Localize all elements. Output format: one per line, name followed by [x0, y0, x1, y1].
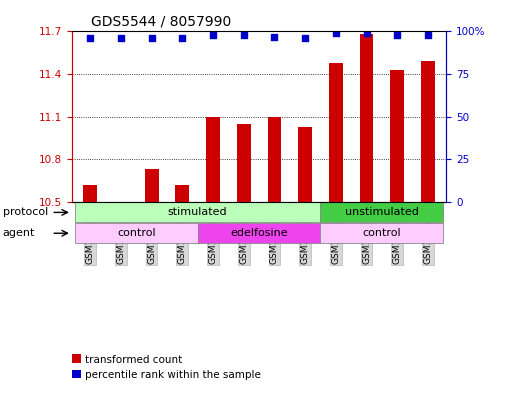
Text: control: control	[117, 228, 155, 238]
Bar	[206, 117, 220, 202]
Point	[240, 32, 248, 38]
Text: edelfosine: edelfosine	[230, 228, 288, 238]
Text: protocol: protocol	[3, 208, 48, 217]
Bar	[198, 223, 321, 243]
Bar	[321, 223, 443, 243]
Text: control: control	[363, 228, 401, 238]
Point	[209, 32, 217, 38]
Bar	[75, 202, 321, 222]
Point	[178, 35, 186, 41]
Point	[332, 30, 340, 36]
Point	[393, 32, 401, 38]
Point	[301, 35, 309, 41]
Text: agent: agent	[3, 228, 35, 238]
Point	[86, 35, 94, 41]
Text: GDS5544 / 8057990: GDS5544 / 8057990	[91, 15, 231, 29]
Bar	[83, 185, 97, 202]
Bar	[175, 185, 189, 202]
Bar	[145, 169, 159, 202]
Bar	[390, 70, 404, 202]
Point	[362, 30, 370, 36]
Point	[148, 35, 156, 41]
Text: transformed count: transformed count	[85, 354, 182, 365]
Bar	[298, 127, 312, 202]
Bar	[321, 202, 443, 222]
Text: percentile rank within the sample: percentile rank within the sample	[85, 370, 261, 380]
Bar	[75, 223, 198, 243]
Bar	[267, 117, 281, 202]
Bar	[360, 34, 373, 202]
Bar	[421, 61, 435, 202]
Text: stimulated: stimulated	[168, 208, 227, 217]
Text: unstimulated: unstimulated	[345, 208, 419, 217]
Point	[270, 33, 279, 40]
Bar	[237, 124, 251, 202]
Bar	[329, 63, 343, 202]
Point	[424, 32, 432, 38]
Point	[117, 35, 125, 41]
